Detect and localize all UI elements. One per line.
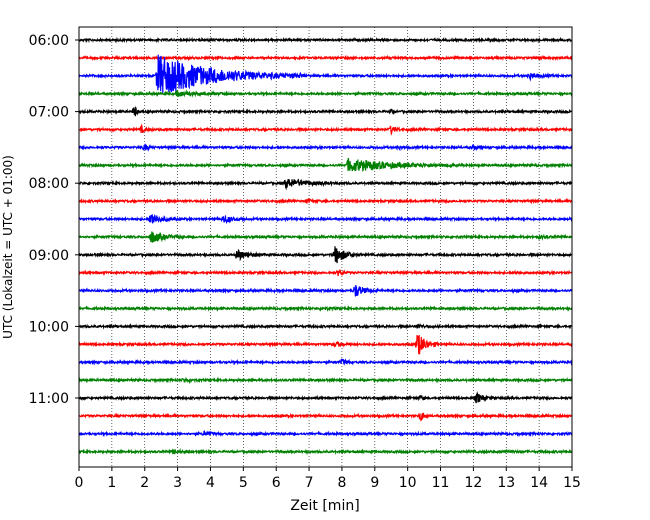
x-tick-label-6: 6 xyxy=(272,475,281,491)
trace-1045 xyxy=(79,376,572,385)
x-tick-label-14: 14 xyxy=(530,475,548,491)
y-axis-ticks: 06:00 07:00 08:00 09:00 10:00 11:00 xyxy=(29,33,79,407)
trace-0630 xyxy=(79,54,572,93)
trace-0615 xyxy=(79,54,572,62)
vertical-grid xyxy=(111,27,540,467)
x-axis-ticks: 0 1 2 3 4 5 6 7 8 9 10 11 12 13 14 15 xyxy=(75,467,581,491)
trace-1100 xyxy=(79,391,572,404)
trace-0745 xyxy=(79,157,572,172)
y-axis-label: UTC (Lokalzeit = UTC + 01:00) xyxy=(1,155,15,339)
x-tick-label-12: 12 xyxy=(464,475,482,491)
x-tick-label-4: 4 xyxy=(206,475,215,491)
x-tick-label-8: 8 xyxy=(337,475,346,491)
trace-1130 xyxy=(79,430,572,438)
x-tick-label-2: 2 xyxy=(140,475,149,491)
trace-0945 xyxy=(79,305,572,312)
trace-1145 xyxy=(79,447,572,456)
x-tick-label-10: 10 xyxy=(399,475,417,491)
x-tick-label-11: 11 xyxy=(432,475,450,491)
trace-1000 xyxy=(79,322,572,330)
x-tick-label-1: 1 xyxy=(107,475,116,491)
y-tick-label-5: 11:00 xyxy=(29,391,69,407)
x-axis-label: Zeit [min] xyxy=(290,498,359,514)
trace-1015 xyxy=(79,334,572,355)
x-tick-label-5: 5 xyxy=(239,475,248,491)
trace-0645 xyxy=(79,89,572,98)
x-tick-label-3: 3 xyxy=(173,475,182,491)
trace-layer xyxy=(79,36,572,456)
plot-frame xyxy=(78,26,573,468)
trace-0730 xyxy=(79,143,572,152)
y-tick-label-0: 06:00 xyxy=(29,33,69,49)
trace-0845 xyxy=(79,231,572,243)
x-tick-label-0: 0 xyxy=(75,475,84,491)
trace-0900 xyxy=(79,246,572,264)
x-tick-label-15: 15 xyxy=(563,475,581,491)
trace-0930 xyxy=(79,284,572,297)
y-tick-label-2: 08:00 xyxy=(29,176,69,192)
x-tick-label-13: 13 xyxy=(497,475,515,491)
trace-0715 xyxy=(79,123,572,136)
trace-1115 xyxy=(79,412,572,422)
trace-0800 xyxy=(79,178,572,191)
y-tick-label-1: 07:00 xyxy=(29,105,69,121)
y-tick-label-3: 09:00 xyxy=(29,248,69,264)
y-tick-label-4: 10:00 xyxy=(29,319,69,335)
trace-0915 xyxy=(79,269,572,277)
trace-0600 xyxy=(79,36,572,44)
trace-0830 xyxy=(79,214,572,225)
trace-0815 xyxy=(79,197,572,205)
x-tick-label-7: 7 xyxy=(305,475,314,491)
trace-0700 xyxy=(79,106,572,117)
x-tick-label-9: 9 xyxy=(370,475,379,491)
trace-1030 xyxy=(79,358,572,366)
